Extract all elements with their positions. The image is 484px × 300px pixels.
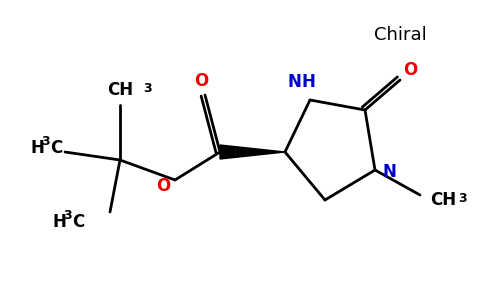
Text: 3: 3 <box>458 192 467 205</box>
Text: H: H <box>301 73 315 91</box>
Text: N: N <box>383 163 397 181</box>
Text: C: C <box>50 139 62 157</box>
Text: N: N <box>287 73 301 91</box>
Text: Chiral: Chiral <box>374 26 426 44</box>
Polygon shape <box>220 145 285 159</box>
Text: CH: CH <box>107 81 133 99</box>
Text: CH: CH <box>430 191 456 209</box>
Text: H: H <box>52 213 66 231</box>
Text: O: O <box>156 177 170 195</box>
Text: 3: 3 <box>144 82 152 95</box>
Text: O: O <box>403 61 417 79</box>
Text: 3: 3 <box>63 209 72 222</box>
Text: C: C <box>72 213 84 231</box>
Text: 3: 3 <box>41 135 50 148</box>
Text: H: H <box>30 139 44 157</box>
Text: O: O <box>194 72 208 90</box>
